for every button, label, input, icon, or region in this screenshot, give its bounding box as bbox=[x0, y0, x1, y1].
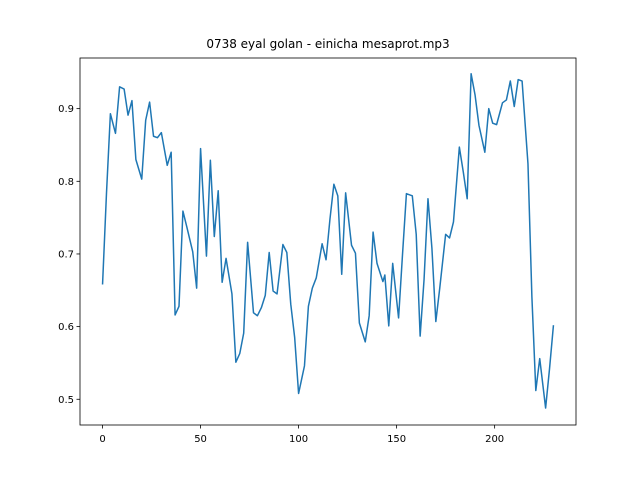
data-line bbox=[101, 73, 555, 409]
y-tick-label: 0.9 bbox=[58, 104, 74, 115]
x-tick-label: 100 bbox=[289, 434, 308, 445]
x-tick-label: 0 bbox=[99, 434, 105, 445]
y-tick-label: 0.5 bbox=[58, 395, 74, 406]
y-tick-label: 0.7 bbox=[58, 249, 74, 260]
y-tick-label: 0.6 bbox=[58, 322, 74, 333]
x-tick-label: 200 bbox=[485, 434, 504, 445]
chart-title: 0738 eyal golan - einicha mesaprot.mp3 bbox=[206, 37, 449, 51]
x-tick-label: 150 bbox=[387, 434, 406, 445]
axes-frame bbox=[79, 57, 577, 426]
y-tick-label: 0.8 bbox=[58, 177, 74, 188]
x-tick-label: 50 bbox=[194, 434, 207, 445]
